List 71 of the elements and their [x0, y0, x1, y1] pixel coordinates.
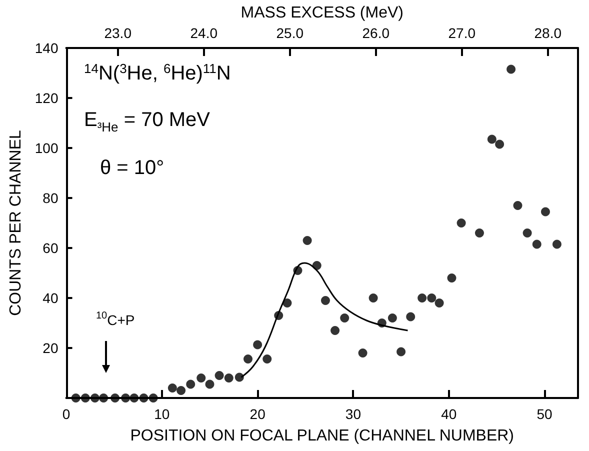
point: [340, 314, 350, 322]
y-axis-title: COUNTS PER CHANNEL: [8, 130, 24, 316]
x2-tick-label: 25.0: [276, 25, 304, 41]
point: [130, 394, 139, 402]
point: [196, 374, 206, 382]
point: [282, 298, 292, 308]
point: [176, 386, 186, 395]
x2-tick-label: 23.0: [104, 25, 132, 41]
point: [396, 347, 406, 356]
point: [434, 298, 444, 308]
point: [513, 201, 522, 210]
x2-tick-label: 27.0: [448, 25, 476, 41]
y-tick-label: 100: [34, 140, 58, 156]
point: [487, 134, 496, 144]
x2-axis-title: MASS EXCESS (MeV): [240, 4, 404, 22]
point: [293, 266, 302, 275]
x-tick-label: 50: [536, 406, 553, 422]
point: [80, 394, 90, 402]
point: [148, 394, 158, 402]
y-tick-label: 80: [42, 190, 58, 206]
point: [214, 371, 224, 380]
point: [388, 314, 397, 322]
point: [90, 394, 100, 402]
x-tick-label: 20: [250, 406, 266, 422]
x2-tick-label: 24.0: [190, 25, 218, 41]
point: [320, 296, 330, 305]
point: [110, 394, 120, 402]
x-axis-title: POSITION ON FOCAL PLANE (CHANNEL NUMBER): [130, 428, 514, 444]
x-tick-label: 30: [345, 406, 362, 422]
point: [418, 294, 427, 302]
y-tick-label: 20: [42, 340, 58, 356]
x2-tick-label: 26.0: [362, 25, 390, 41]
point: [302, 236, 312, 245]
y-tick-label: 60: [42, 240, 58, 256]
point: [522, 228, 532, 238]
y-tick-label: 120: [34, 90, 58, 106]
point: [368, 294, 378, 302]
point: [99, 394, 108, 402]
point: [186, 380, 196, 389]
point: [71, 394, 80, 402]
point: [406, 312, 416, 322]
point: [377, 318, 386, 328]
y-tick-label: 140: [34, 40, 58, 56]
point: [139, 394, 148, 402]
point: [224, 374, 234, 382]
point: [244, 354, 252, 364]
point: [330, 326, 340, 335]
point: [274, 311, 284, 320]
x-tick-label: 10: [154, 406, 170, 422]
point: [506, 64, 516, 74]
point: [427, 294, 436, 302]
y-tick-label: 40: [42, 290, 58, 306]
x-tick-label: 40: [441, 406, 457, 422]
x-tick-label: 0: [62, 406, 70, 422]
point: [312, 261, 322, 270]
point: [447, 274, 456, 282]
point: [552, 240, 562, 249]
point: [358, 348, 368, 358]
annotation: θ = 10°: [100, 157, 164, 179]
point: [495, 140, 504, 149]
point: [532, 240, 542, 249]
point: [121, 394, 130, 402]
x2-tick-label: 28.0: [534, 25, 562, 41]
point: [456, 218, 466, 228]
point: [540, 207, 550, 216]
point: [262, 354, 272, 364]
point: [234, 372, 244, 382]
point: [474, 228, 484, 238]
point: [168, 384, 177, 392]
point: [205, 380, 214, 389]
point: [253, 340, 262, 350]
